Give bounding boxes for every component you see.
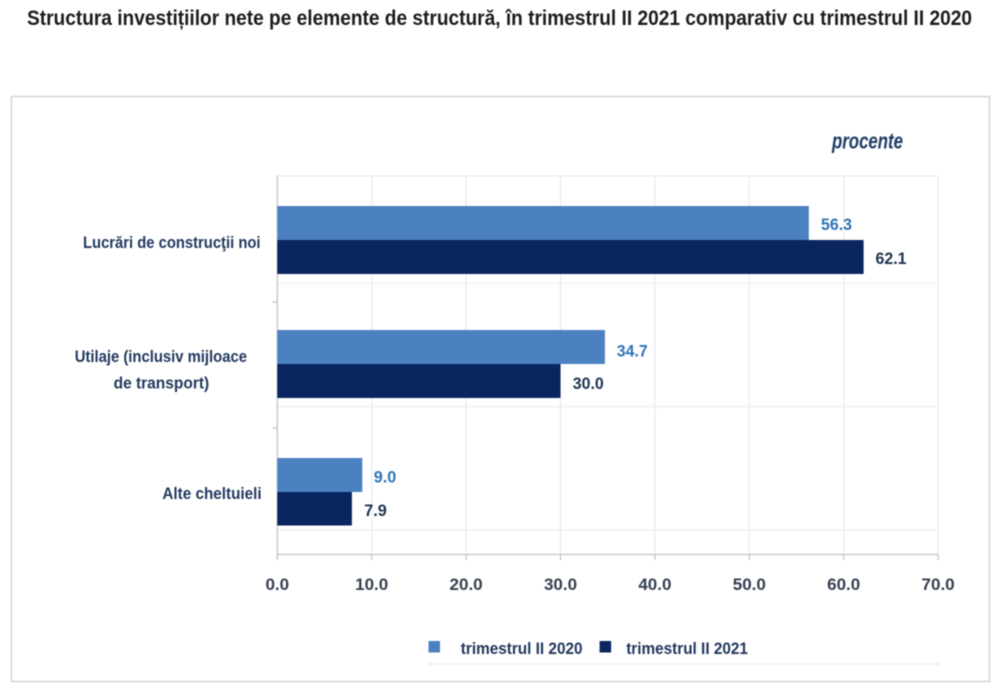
svg-text:40.0: 40.0 [638,575,671,594]
svg-text:trimestrul II 2020: trimestrul II 2020 [461,639,583,658]
svg-text:30.0: 30.0 [544,575,577,594]
svg-text:30.0: 30.0 [573,374,604,393]
svg-text:62.1: 62.1 [876,249,907,268]
svg-text:56.3: 56.3 [821,215,852,234]
svg-text:0.0: 0.0 [265,575,289,594]
svg-text:20.0: 20.0 [450,575,483,594]
svg-text:70.0: 70.0 [922,575,955,594]
svg-text:60.0: 60.0 [827,575,860,594]
svg-text:trimestrul II 2021: trimestrul II 2021 [626,639,748,658]
svg-text:34.7: 34.7 [617,341,648,360]
svg-text:Structura investițiilor nete p: Structura investițiilor nete pe elemente… [27,7,972,30]
svg-text:Lucrări de construcţii noi: Lucrări de construcţii noi [83,233,261,252]
svg-text:7.9: 7.9 [364,501,387,520]
svg-text:procente: procente [831,129,903,154]
svg-text:de transport): de transport) [114,374,210,393]
svg-text:50.0: 50.0 [733,575,766,594]
svg-text:Utilaje (inclusiv mijloace: Utilaje (inclusiv mijloace [75,347,247,366]
svg-text:Alte cheltuieli: Alte cheltuieli [162,484,261,503]
svg-text:9.0: 9.0 [374,467,397,486]
svg-text:10.0: 10.0 [355,575,388,594]
